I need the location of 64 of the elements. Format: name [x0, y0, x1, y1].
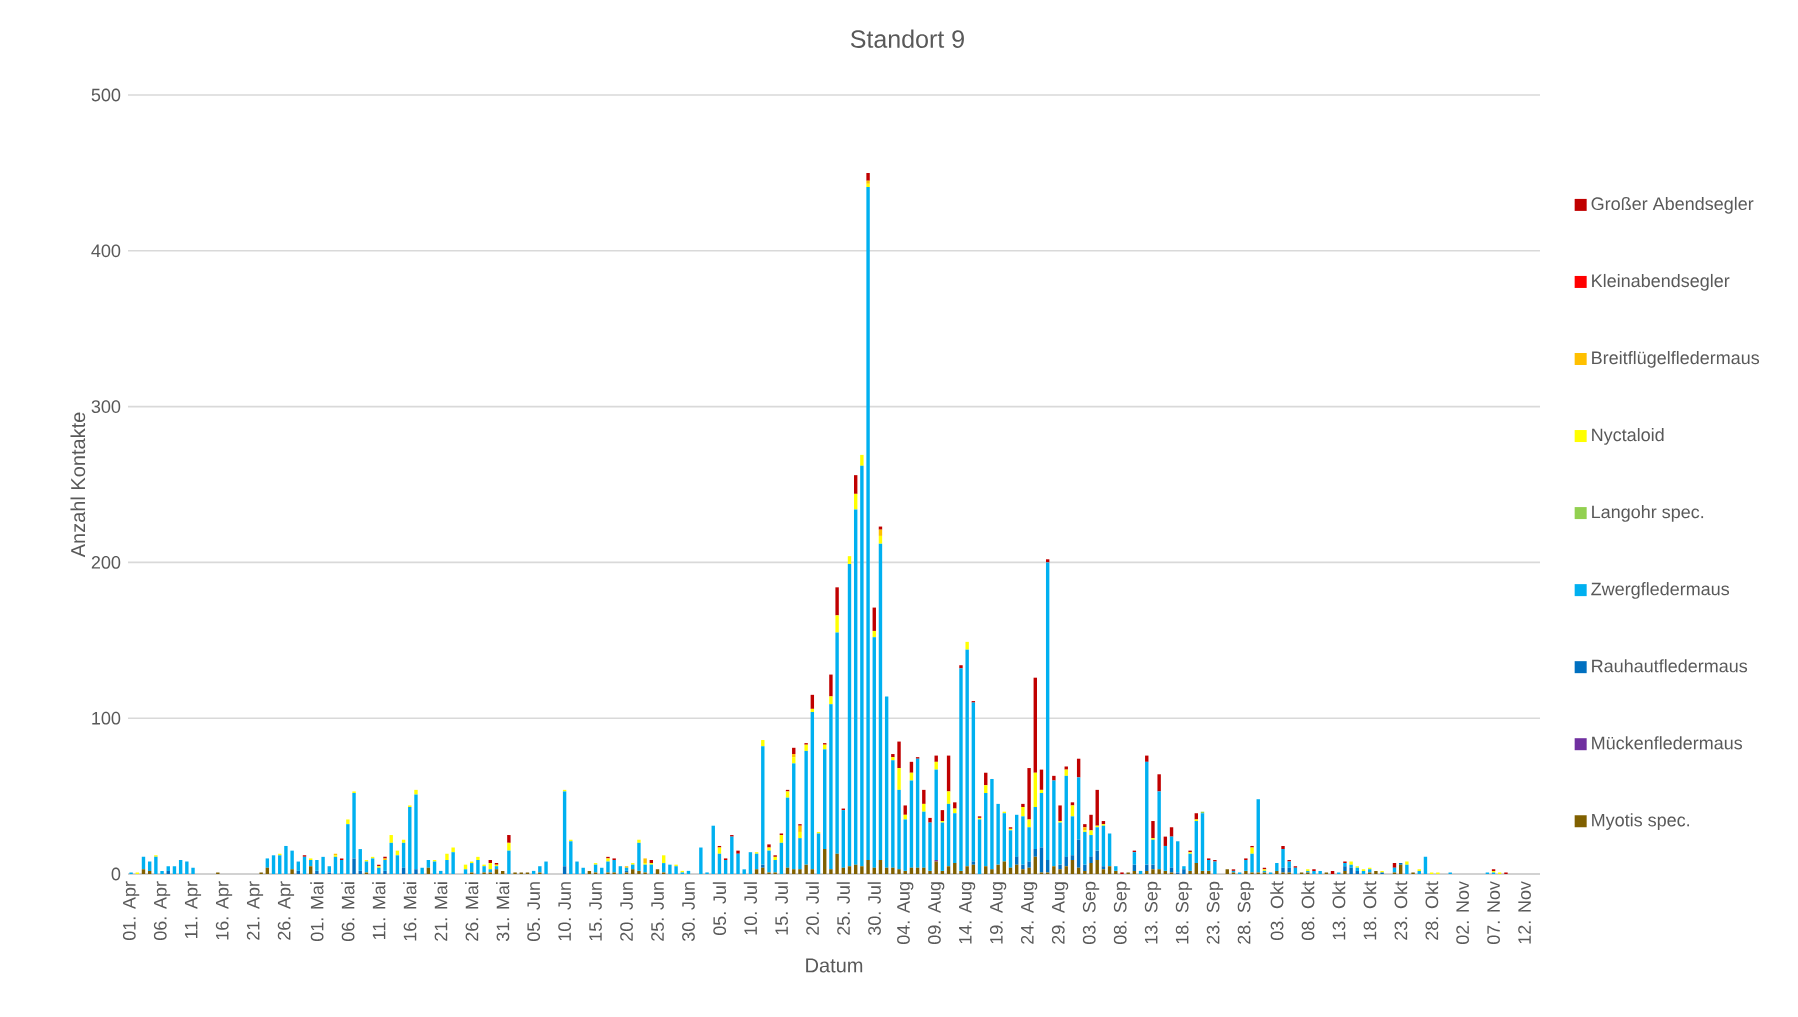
x-tick-label: 08. Sep: [1113, 881, 1131, 945]
x-tick-label: 03. Okt: [1270, 881, 1284, 941]
x-tick-label: 26. Apr: [277, 881, 295, 940]
x-tick-label: 18. Okt: [1363, 881, 1377, 940]
x-tick-label: 31. Mai: [496, 882, 510, 942]
x-tick-label: 20. Jun: [620, 882, 633, 941]
x-tick-label: 20. Jul: [805, 882, 819, 935]
x-tick-label: 19. Aug: [989, 882, 1007, 944]
x-tick-label: 28. Sep: [1237, 881, 1254, 944]
y-tick-label: 300: [91, 400, 121, 413]
x-tick-label: 25. Jun: [651, 882, 664, 941]
x-tick-label: 24. Aug: [1020, 882, 1038, 944]
legend-label: Mückenfledermaus: [1592, 736, 1743, 750]
x-tick-label: 26. Mai: [465, 882, 479, 941]
legend-label: Myotis spec.: [1592, 813, 1690, 830]
x-tick-label: 06. Apr: [153, 881, 171, 941]
x-tick-label: 15. Jun: [589, 882, 602, 941]
y-tick-label: 0: [111, 867, 121, 881]
legend-label: Nyctaloid: [1592, 428, 1664, 445]
x-tick-label: 30. Jul: [867, 882, 881, 936]
x-tick-label: 10. Jun: [558, 882, 571, 941]
x-tick-label: 03. Sep: [1082, 881, 1100, 945]
x-tick-label: 13. Sep: [1144, 881, 1162, 944]
x-tick-label: 21. Mai: [434, 882, 448, 941]
x-tick-label: 01. Mai: [310, 882, 324, 942]
x-tick-label: 21. Apr: [246, 881, 264, 940]
y-tick-label: 400: [91, 244, 121, 258]
legend-label: Großer Abendsegler: [1591, 196, 1754, 214]
legend-label: Zwergfledermaus: [1591, 582, 1730, 599]
x-tick-label: 28. Okt: [1425, 881, 1439, 940]
x-tick-label: 05. Jul: [712, 882, 727, 936]
legend-label: Kleinabendsegler: [1592, 273, 1730, 291]
x-tick-label: 07. Nov: [1487, 881, 1500, 945]
x-tick-label: 23. Okt: [1394, 881, 1408, 940]
x-tick-label: 30. Jun: [682, 882, 695, 942]
x-tick-label: 15. Jul: [774, 882, 788, 935]
x-tick-label: 16. Mai: [403, 882, 417, 941]
x-tick-label: 16. Apr: [215, 881, 233, 940]
x-tick-label: 04. Aug: [897, 882, 914, 945]
x-tick-label: 01. Apr: [122, 881, 140, 941]
x-axis-title: Datum: [806, 958, 863, 973]
legend-label: Rauhautfledermaus: [1592, 659, 1748, 673]
x-tick-label: 29. Aug: [1051, 882, 1069, 944]
x-tick-label: 06. Mai: [341, 882, 355, 942]
y-tick-label: 200: [91, 556, 121, 569]
chart-title: Standort 9: [850, 29, 964, 48]
x-tick-label: 08. Okt: [1301, 881, 1315, 941]
x-tick-label: 11. Apr: [184, 881, 202, 939]
y-tick-label: 500: [91, 88, 121, 102]
legend-label: Langohr spec.: [1592, 505, 1704, 522]
x-tick-label: 11. Mai: [372, 882, 386, 940]
x-tick-label: 10. Jul: [743, 882, 758, 935]
x-tick-label: 12. Nov: [1518, 881, 1531, 944]
y-axis-title: Anzahl Kontakte: [70, 412, 86, 558]
x-tick-label: 09. Aug: [928, 882, 945, 945]
legend-label: Breitflügelfledermaus: [1592, 350, 1760, 368]
x-tick-label: 02. Nov: [1456, 881, 1469, 945]
x-tick-label: 23. Sep: [1206, 881, 1224, 944]
x-tick-label: 25. Jul: [836, 882, 850, 935]
y-tick-label: 100: [92, 711, 121, 725]
x-tick-label: 18. Sep: [1175, 881, 1193, 944]
x-tick-label: 05. Jun: [527, 882, 541, 942]
x-tick-label: 13. Okt: [1332, 881, 1346, 940]
x-tick-label: 14. Aug: [959, 882, 976, 944]
